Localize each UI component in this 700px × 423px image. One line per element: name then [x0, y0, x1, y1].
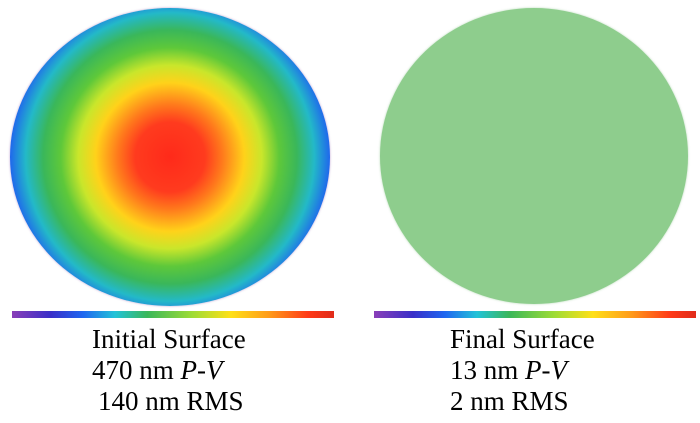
final-surface-pv: 13 nm P-V	[450, 355, 595, 386]
initial-surface-caption: Initial Surface 470 nm P-V 140 nm RMS	[92, 324, 246, 417]
final-pv-value: 13 nm	[450, 355, 519, 385]
final-surface-panel: Final Surface 13 nm P-V 2 nm RMS	[360, 0, 700, 423]
initial-pv-value: 470 nm	[92, 355, 174, 385]
final-surface-rms: 2 nm RMS	[450, 386, 569, 416]
final-pv-label: P-V	[525, 355, 567, 385]
final-surface-caption: Final Surface 13 nm P-V 2 nm RMS	[450, 324, 595, 417]
initial-pv-label: P-V	[180, 355, 223, 385]
initial-surface-map	[10, 8, 330, 306]
initial-surface-colorbar	[12, 311, 334, 318]
final-surface-colorbar	[374, 311, 696, 318]
initial-surface-pv: 470 nm P-V	[92, 355, 246, 386]
final-surface-title: Final Surface	[450, 324, 595, 354]
initial-surface-rms: 140 nm RMS	[98, 386, 244, 416]
final-surface-map	[380, 8, 688, 304]
initial-surface-panel: Initial Surface 470 nm P-V 140 nm RMS	[0, 0, 340, 423]
initial-surface-title: Initial Surface	[92, 324, 246, 354]
